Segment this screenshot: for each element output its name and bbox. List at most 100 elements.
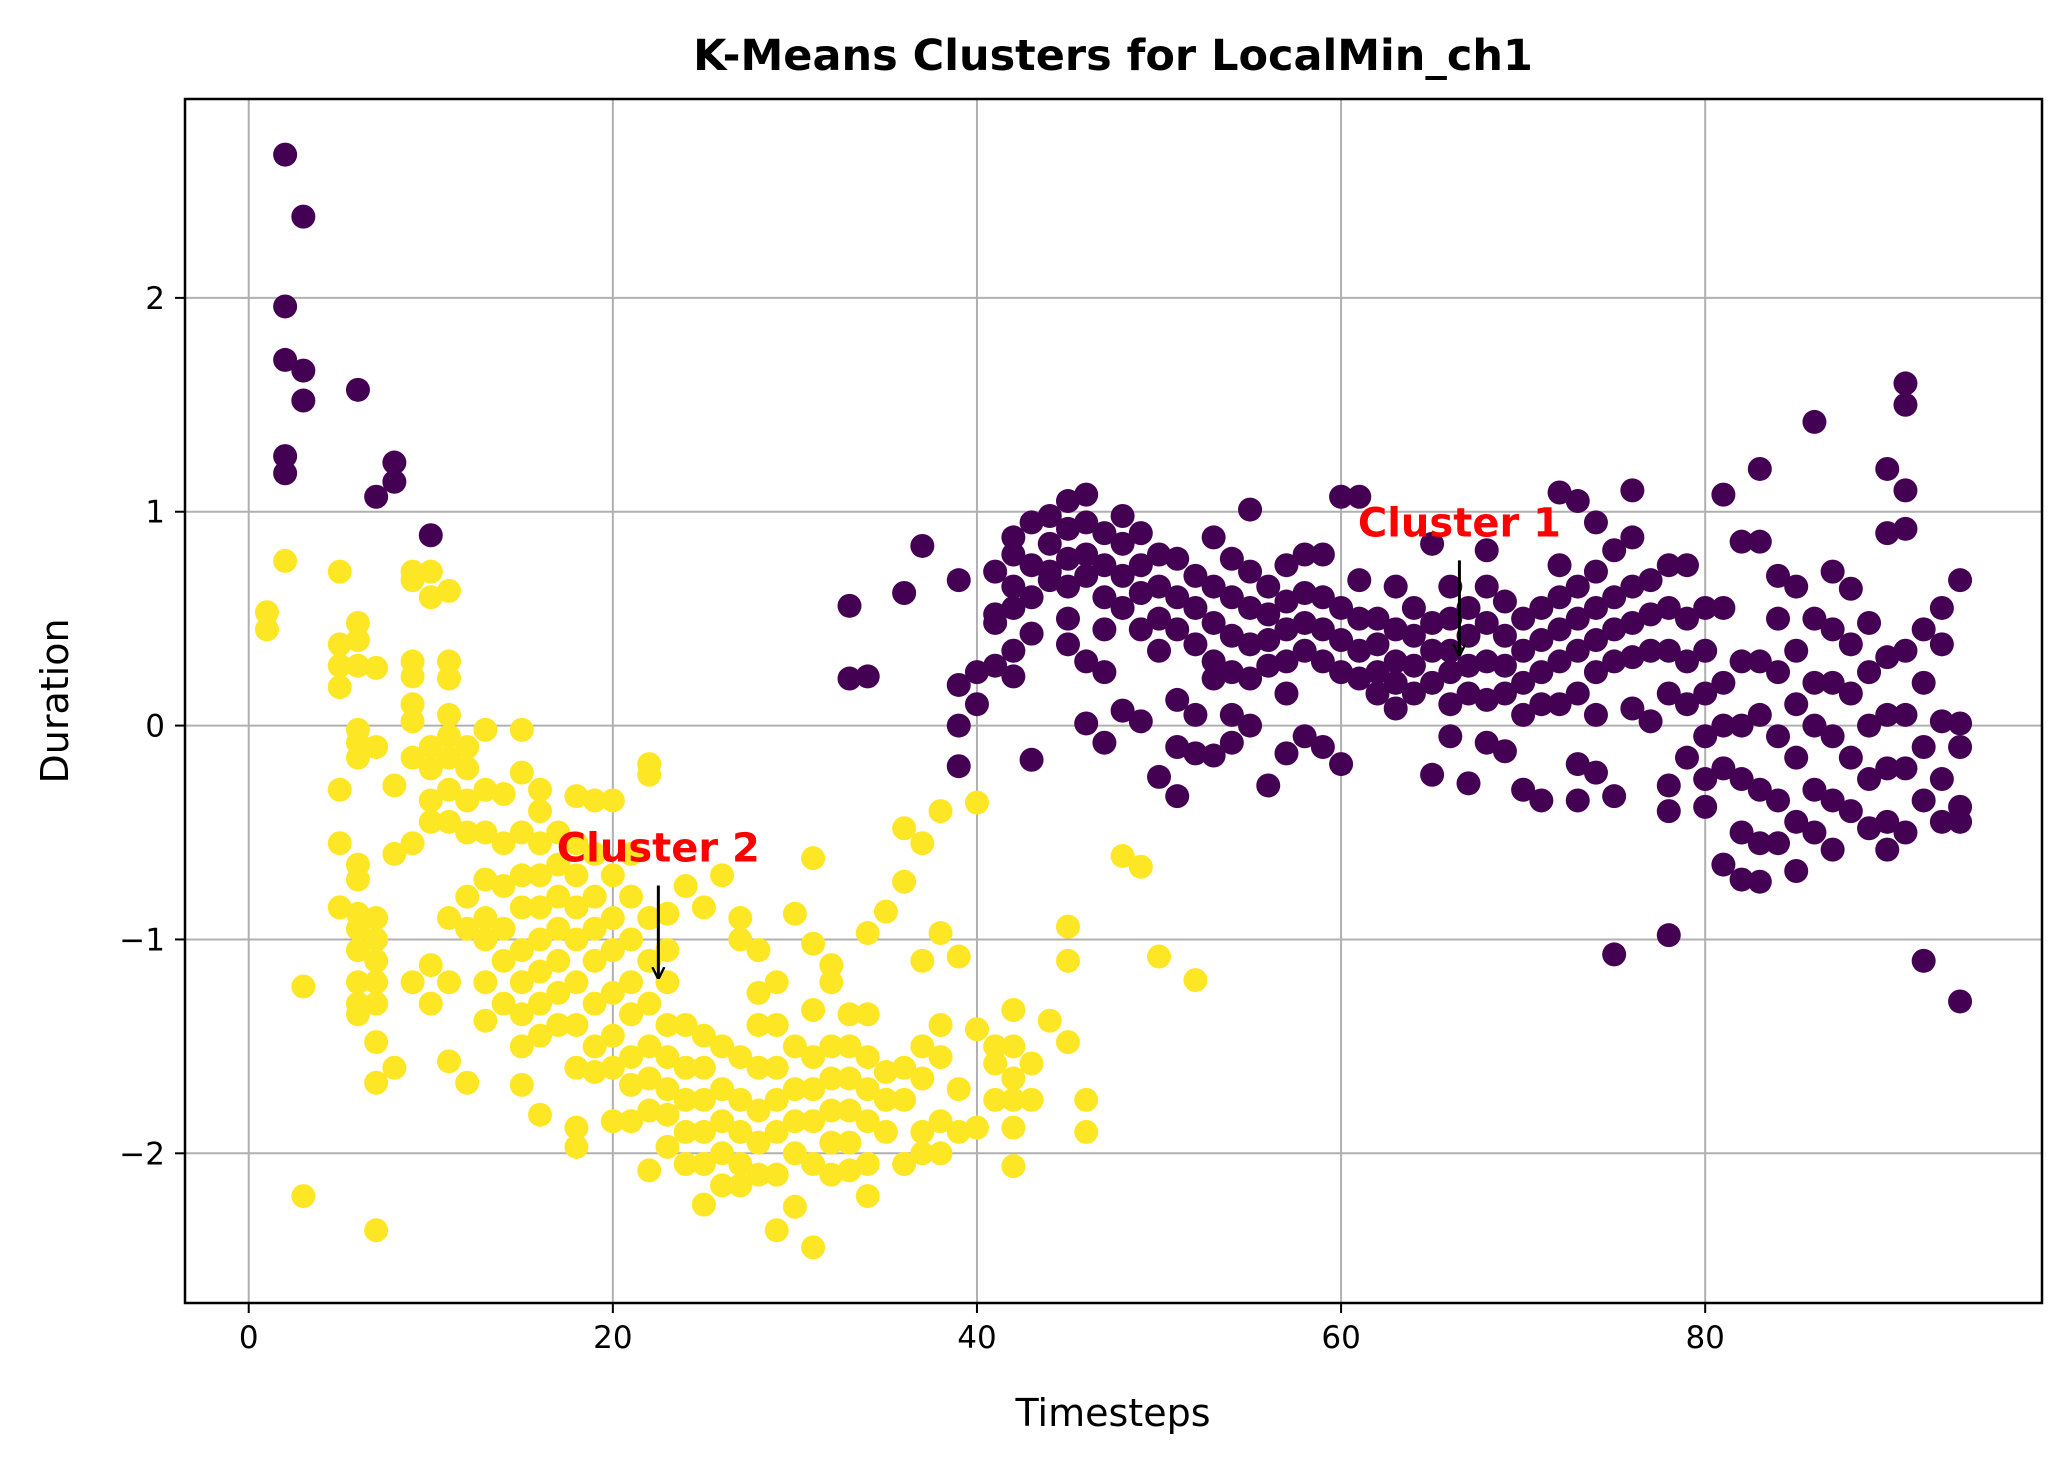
data-point-cluster-purple xyxy=(1365,606,1390,631)
data-point-cluster-purple xyxy=(1547,585,1572,610)
data-point-cluster-yellow xyxy=(764,1218,789,1243)
data-point-cluster-yellow xyxy=(582,1034,607,1059)
data-point-cluster-purple xyxy=(1238,559,1263,584)
data-point-cluster-yellow xyxy=(764,1162,789,1187)
data-point-cluster-purple xyxy=(1729,649,1754,674)
data-point-cluster-yellow xyxy=(564,927,589,952)
data-point-cluster-yellow xyxy=(400,745,425,770)
data-point-cluster-yellow xyxy=(746,1012,771,1037)
data-point-cluster-yellow xyxy=(910,1034,935,1059)
data-point-cluster-purple xyxy=(1893,820,1918,845)
data-point-cluster-yellow xyxy=(691,1023,716,1048)
data-point-cluster-purple xyxy=(1201,649,1226,674)
data-point-cluster-purple xyxy=(1802,713,1827,738)
data-point-cluster-yellow xyxy=(655,901,680,926)
data-point-cluster-yellow xyxy=(491,948,516,973)
data-point-cluster-purple xyxy=(1766,660,1791,685)
data-point-cluster-yellow xyxy=(528,1023,553,1048)
data-point-cluster-yellow xyxy=(528,799,553,824)
data-point-cluster-yellow xyxy=(619,1045,644,1070)
data-point-cluster-yellow xyxy=(782,1194,807,1219)
data-point-cluster-purple xyxy=(1183,563,1208,588)
data-point-cluster-purple xyxy=(1329,595,1354,620)
data-point-cluster-purple xyxy=(1747,456,1772,481)
data-point-cluster-yellow xyxy=(637,948,662,973)
data-point-cluster-yellow xyxy=(600,938,625,963)
data-point-cluster-purple xyxy=(1583,559,1608,584)
data-point-cluster-yellow xyxy=(436,724,461,749)
data-point-cluster-purple xyxy=(1219,585,1244,610)
data-point-cluster-yellow xyxy=(819,970,844,995)
data-point-cluster-purple xyxy=(983,559,1008,584)
data-point-cluster-purple xyxy=(1875,809,1900,834)
data-point-cluster-purple xyxy=(1511,638,1536,663)
data-point-cluster-yellow xyxy=(873,1119,898,1144)
data-point-cluster-purple xyxy=(1365,681,1390,706)
data-point-cluster-purple xyxy=(1438,724,1463,749)
data-point-cluster-purple xyxy=(1766,788,1791,813)
data-point-cluster-purple xyxy=(1711,482,1736,507)
data-point-cluster-purple xyxy=(1329,484,1354,509)
data-point-cluster-purple xyxy=(1147,638,1172,663)
data-point-cluster-yellow xyxy=(436,970,461,995)
data-point-cluster-purple xyxy=(1893,756,1918,781)
data-point-cluster-yellow xyxy=(619,884,644,909)
data-point-cluster-purple xyxy=(1529,788,1554,813)
data-point-cluster-yellow xyxy=(855,1045,880,1070)
data-point-cluster-purple xyxy=(1547,617,1572,642)
data-point-cluster-purple xyxy=(1729,713,1754,738)
data-point-cluster-purple xyxy=(1383,670,1408,695)
data-point-cluster-purple xyxy=(1911,734,1936,759)
data-point-cluster-yellow xyxy=(473,906,498,931)
data-point-cluster-yellow xyxy=(382,1055,407,1080)
data-point-cluster-yellow xyxy=(746,1162,771,1187)
data-point-cluster-yellow xyxy=(582,991,607,1016)
data-point-cluster-yellow xyxy=(491,916,516,941)
data-point-cluster-purple xyxy=(1857,816,1882,841)
data-point-cluster-yellow xyxy=(528,895,553,920)
data-point-cluster-purple xyxy=(1693,724,1718,749)
data-point-cluster-yellow xyxy=(600,980,625,1005)
data-point-cluster-yellow xyxy=(764,970,789,995)
data-point-cluster-purple xyxy=(1474,687,1499,712)
data-point-cluster-purple xyxy=(1492,623,1517,648)
data-point-cluster-purple xyxy=(273,461,298,486)
data-point-cluster-yellow xyxy=(455,1070,480,1095)
data-point-cluster-yellow xyxy=(509,1072,534,1097)
data-point-cluster-purple xyxy=(1219,730,1244,755)
data-point-cluster-purple xyxy=(1456,653,1481,678)
plot-frame xyxy=(183,97,2044,1305)
data-point-cluster-purple xyxy=(1219,702,1244,727)
data-point-cluster-purple xyxy=(1893,638,1918,663)
data-point-cluster-purple xyxy=(1948,711,1973,736)
data-point-cluster-purple xyxy=(1711,670,1736,695)
data-point-cluster-yellow xyxy=(746,980,771,1005)
data-point-cluster-purple xyxy=(1875,645,1900,670)
data-point-cluster-purple xyxy=(1201,574,1226,599)
data-point-cluster-purple xyxy=(1492,653,1517,678)
data-point-cluster-yellow xyxy=(1001,1087,1026,1112)
data-point-cluster-yellow xyxy=(400,568,425,593)
data-point-cluster-purple xyxy=(1019,553,1044,578)
data-point-cluster-purple xyxy=(1565,788,1590,813)
data-point-cluster-yellow xyxy=(801,1077,826,1102)
data-point-cluster-yellow xyxy=(819,1162,844,1187)
data-point-cluster-yellow xyxy=(892,1151,917,1176)
x-tick-label: 40 xyxy=(957,1320,996,1356)
data-point-cluster-purple xyxy=(1656,773,1681,798)
data-point-cluster-yellow xyxy=(327,559,352,584)
y-tick-label: −2 xyxy=(119,1136,165,1172)
data-point-cluster-purple xyxy=(1857,767,1882,792)
data-point-cluster-purple xyxy=(1747,702,1772,727)
data-point-cluster-yellow xyxy=(564,784,589,809)
data-point-cluster-purple xyxy=(1128,709,1153,734)
data-point-cluster-purple xyxy=(1838,576,1863,601)
data-point-cluster-purple xyxy=(1438,692,1463,717)
data-point-cluster-purple xyxy=(382,450,407,475)
data-point-cluster-yellow xyxy=(509,895,534,920)
data-point-cluster-yellow xyxy=(837,1066,862,1091)
data-point-cluster-yellow xyxy=(819,1066,844,1091)
data-point-cluster-yellow xyxy=(509,820,534,845)
data-point-cluster-purple xyxy=(1583,660,1608,685)
data-point-cluster-yellow xyxy=(855,921,880,946)
